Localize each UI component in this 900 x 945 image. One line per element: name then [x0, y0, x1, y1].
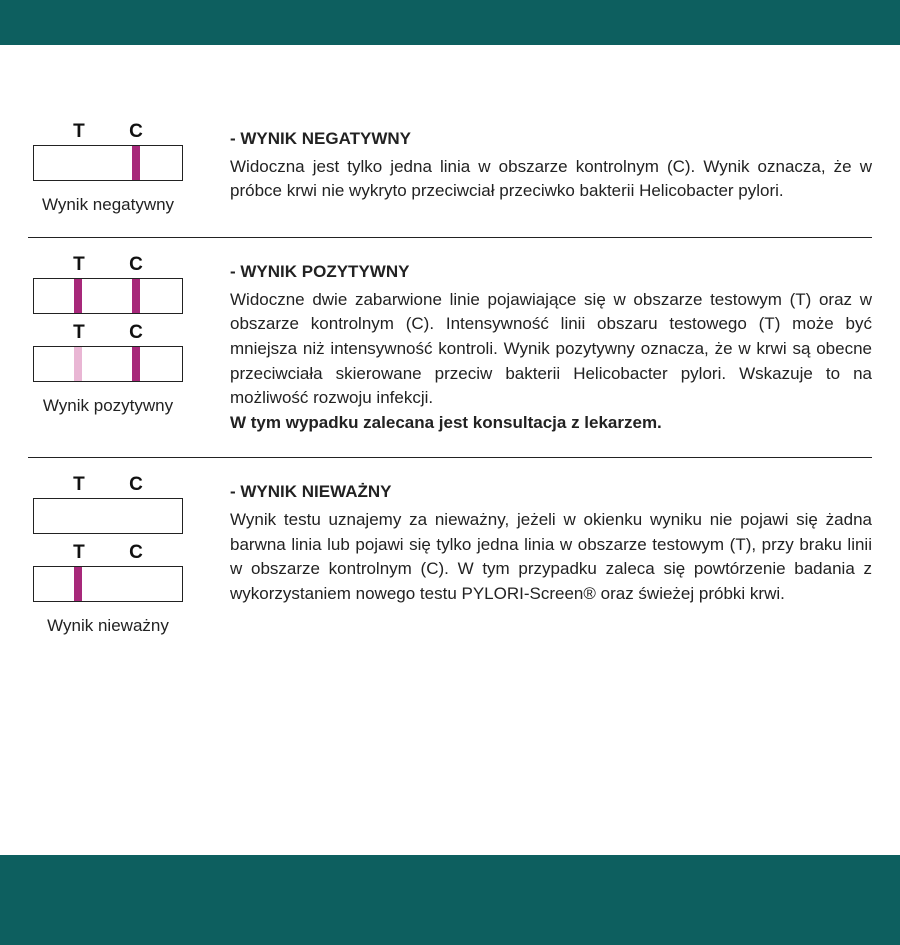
result-body: Widoczna jest tylko jedna linia w obszar… [230, 157, 872, 201]
tc-labels: T C [33, 474, 183, 496]
tc-labels: T C [33, 254, 183, 276]
band-t [74, 279, 82, 313]
label-t: T [73, 121, 85, 143]
diagram-caption: Wynik nieważny [47, 616, 169, 636]
band-t [74, 347, 82, 381]
label-t: T [73, 542, 85, 564]
diagram-negative: T C Wynik negatywny [28, 121, 188, 215]
result-heading: - WYNIK NIEWAŻNY [230, 480, 872, 505]
result-heading: - WYNIK POZYTYWNY [230, 260, 872, 285]
result-body: Wynik testu uznajemy za nieważny, jeżeli… [230, 510, 872, 603]
result-heading: - WYNIK NEGATYWNY [230, 127, 872, 152]
band-c [132, 279, 140, 313]
label-c: C [129, 474, 143, 496]
label-c: C [129, 542, 143, 564]
diagram-positive: T C T C Wynik pozytywny [28, 254, 188, 435]
label-t: T [73, 322, 85, 344]
label-c: C [129, 254, 143, 276]
strip-block: T C [33, 474, 183, 534]
section-positive: T C T C Wynik pozytywny - WYNIK POZYTYWN… [28, 238, 872, 457]
strip-block: T C [33, 254, 183, 314]
diagram-caption: Wynik negatywny [42, 195, 174, 215]
section-negative: T C Wynik negatywny - WYNIK NEGATYWNY Wi… [28, 105, 872, 237]
test-strip [33, 498, 183, 534]
text-invalid: - WYNIK NIEWAŻNY Wynik testu uznajemy za… [230, 474, 872, 636]
strip-block: T C [33, 121, 183, 181]
test-strip [33, 145, 183, 181]
test-strip [33, 566, 183, 602]
text-negative: - WYNIK NEGATYWNY Widoczna jest tylko je… [230, 121, 872, 215]
document-page: T C Wynik negatywny - WYNIK NEGATYWNY Wi… [0, 45, 900, 855]
tc-labels: T C [33, 322, 183, 344]
text-positive: - WYNIK POZYTYWNY Widoczne dwie zabarwio… [230, 254, 872, 435]
diagram-caption: Wynik pozytywny [43, 396, 173, 416]
tc-labels: T C [33, 121, 183, 143]
label-t: T [73, 474, 85, 496]
band-c [132, 347, 140, 381]
test-strip [33, 346, 183, 382]
label-c: C [129, 121, 143, 143]
strip-block: T C [33, 322, 183, 382]
result-bold-tail: W tym wypadku zalecana jest konsultacja … [230, 411, 872, 436]
result-body: Widoczne dwie zabarwione linie pojawiają… [230, 290, 872, 408]
section-invalid: T C T C Wynik nieważny - WYNIK NIEWAŻNY … [28, 458, 872, 658]
band-t [74, 567, 82, 601]
label-c: C [129, 322, 143, 344]
band-c [132, 146, 140, 180]
label-t: T [73, 254, 85, 276]
test-strip [33, 278, 183, 314]
strip-block: T C [33, 542, 183, 602]
diagram-invalid: T C T C Wynik nieważny [28, 474, 188, 636]
tc-labels: T C [33, 542, 183, 564]
